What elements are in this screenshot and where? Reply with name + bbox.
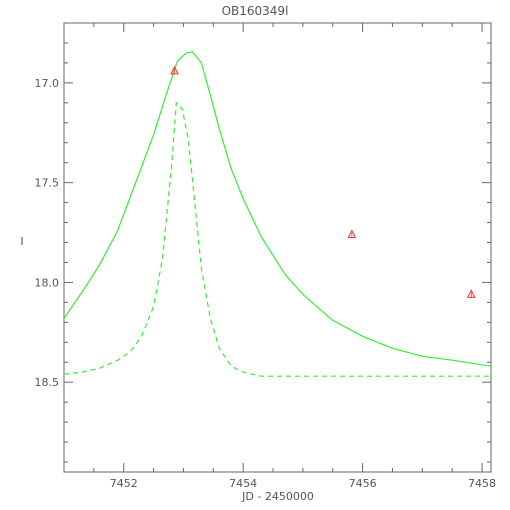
x-axis-label: JD - 2450000 — [241, 490, 314, 503]
x-tick-label: 7456 — [349, 477, 377, 490]
y-axis-label: I — [20, 235, 23, 248]
chart-title: OB160349l — [222, 4, 289, 18]
y-tick-label: 17.0 — [35, 77, 60, 90]
y-tick-label: 17.5 — [35, 177, 60, 190]
y-tick-label: 18.5 — [35, 376, 60, 389]
model-curve-solid — [64, 51, 491, 367]
x-tick-label: 7458 — [468, 477, 496, 490]
plot-area: 7452 7454 7456 7458 17.0 17.5 18.0 18.5 — [35, 22, 496, 490]
x-tick-label: 7454 — [229, 477, 257, 490]
model-curve-dashed — [64, 101, 491, 377]
y-tick-label: 18.0 — [35, 276, 60, 289]
x-tick-label: 7452 — [110, 477, 138, 490]
plot-frame — [63, 22, 492, 473]
